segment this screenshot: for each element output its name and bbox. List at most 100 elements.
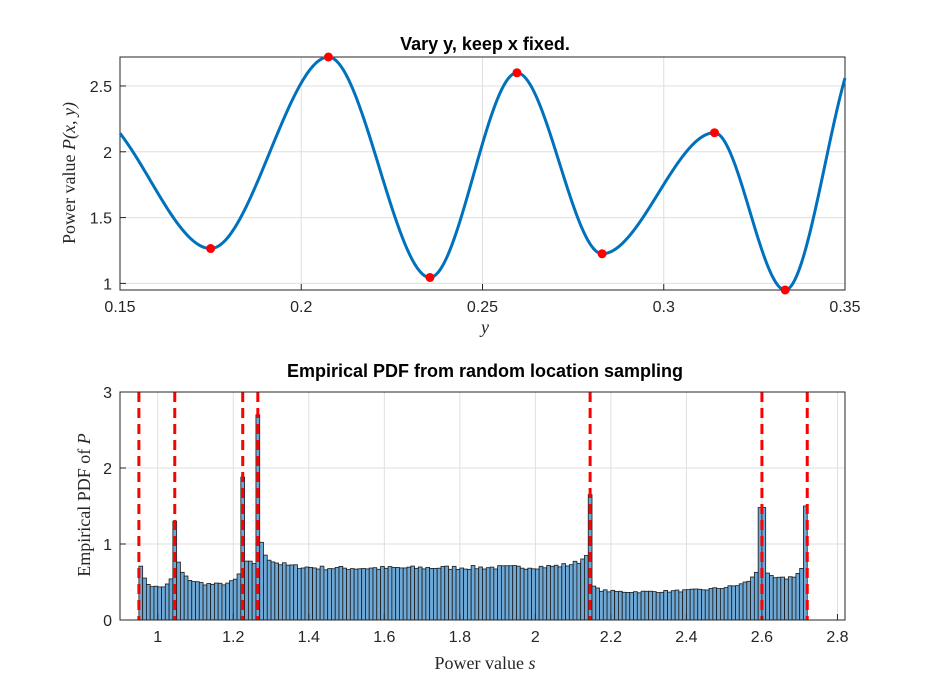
histogram-bars — [138, 414, 808, 621]
histogram-bar — [670, 590, 676, 621]
histogram-bar — [572, 560, 578, 621]
histogram-bar — [735, 585, 740, 621]
histogram-bar — [304, 566, 310, 621]
histogram-bar — [629, 592, 634, 621]
bottom-x-tick-label: 2.8 — [826, 629, 848, 646]
histogram-bar — [406, 566, 412, 621]
histogram-bar — [769, 575, 774, 621]
histogram-bar — [799, 568, 804, 621]
bottom-x-tick-label: 2.6 — [751, 629, 773, 646]
histogram-bar — [372, 567, 378, 621]
histogram-bar — [149, 586, 155, 621]
histogram-bar — [357, 568, 363, 621]
histogram-bar — [247, 560, 253, 621]
histogram-bar — [776, 576, 782, 621]
histogram-bar — [765, 572, 770, 621]
histogram-bar — [697, 588, 702, 621]
histogram-bar — [708, 588, 714, 621]
histogram-bar — [346, 569, 351, 621]
bottom-y-tick-label: 1 — [103, 537, 112, 554]
histogram-bar — [485, 567, 491, 621]
histogram-bar — [644, 590, 650, 621]
histogram-bar — [202, 584, 208, 621]
bottom-plot-x-label-text: Power value — [435, 653, 529, 673]
histogram-bar — [625, 592, 631, 621]
histogram-bar — [463, 568, 468, 621]
histogram-bar — [195, 581, 200, 621]
histogram-bar — [274, 562, 279, 621]
histogram-bar — [399, 567, 404, 621]
histogram-bar — [387, 566, 393, 621]
histogram-bar — [361, 568, 366, 621]
histogram-bar — [595, 587, 600, 621]
histogram-bar — [482, 568, 487, 621]
histogram-bar — [795, 573, 801, 621]
histogram-bar — [784, 578, 789, 621]
histogram-bar — [229, 580, 234, 621]
bottom-plot-x-ticks: 1 1.2 1.4 1.6 1.8 2 2.2 2.4 2.6 2.8 — [153, 614, 849, 646]
histogram-bar — [417, 566, 423, 621]
histogram-bar — [576, 562, 582, 621]
histogram-bar — [263, 554, 268, 621]
histogram-bar — [614, 591, 619, 621]
bottom-y-tick-label: 3 — [103, 385, 112, 402]
histogram-bar — [538, 565, 544, 621]
histogram-bar — [474, 568, 480, 621]
histogram-bar — [293, 564, 298, 621]
histogram-bar — [300, 567, 306, 621]
histogram-bar — [410, 565, 415, 621]
histogram-bar — [693, 588, 699, 621]
histogram-bar — [716, 588, 721, 621]
top-x-tick-label: 0.3 — [653, 299, 675, 316]
histogram-bar — [534, 568, 540, 621]
histogram-bar — [727, 585, 733, 621]
histogram-bar — [289, 564, 295, 621]
histogram-bar — [701, 589, 706, 621]
histogram-bar — [221, 584, 227, 621]
histogram-bar — [319, 565, 325, 621]
histogram-bar — [663, 589, 668, 621]
histogram-bar — [542, 567, 548, 621]
histogram-bar — [334, 567, 340, 621]
histogram-bar — [395, 567, 400, 621]
bottom-plot-axes-box — [119, 391, 846, 621]
top-plot-title: Vary y, keep x fixed. — [400, 34, 570, 54]
extremum-marker — [512, 68, 522, 78]
histogram-bar — [750, 576, 755, 621]
bottom-plot-y-label-math: P — [74, 433, 94, 445]
histogram-bar — [176, 561, 181, 621]
histogram-bar — [633, 591, 638, 621]
histogram-bar — [191, 581, 196, 621]
histogram-bar — [236, 573, 242, 621]
bottom-plot-y-label: Empirical PDF of P — [74, 433, 94, 577]
top-y-tick-label: 1 — [103, 276, 112, 293]
histogram-bar — [270, 561, 276, 621]
bottom-histogram-plot: Empirical PDF from random location sampl… — [74, 361, 849, 673]
histogram-bar — [738, 583, 744, 621]
top-plot-y-label-math: P(x, y) — [59, 102, 80, 151]
histogram-bar — [210, 583, 215, 621]
histogram-bar — [489, 566, 495, 621]
histogram-bar — [621, 591, 627, 621]
histogram-bar — [527, 567, 532, 621]
histogram-bar — [429, 568, 434, 621]
histogram-bar — [723, 587, 729, 621]
bottom-x-tick-label: 1 — [153, 629, 162, 646]
histogram-bar — [686, 589, 691, 621]
top-plot-x-ticks: 0.15 0.2 0.25 0.3 0.35 — [104, 284, 861, 316]
histogram-bar — [497, 565, 502, 621]
histogram-bar — [787, 576, 793, 621]
histogram-bar — [742, 581, 748, 621]
extremum-marker — [780, 285, 790, 295]
histogram-bar — [440, 566, 446, 621]
top-x-tick-label: 0.35 — [829, 299, 860, 316]
histogram-bar — [523, 568, 529, 621]
histogram-bar — [421, 568, 427, 621]
histogram-bar — [312, 567, 317, 621]
histogram-bar — [164, 583, 170, 621]
top-plot-y-ticks: 1 1.5 2 2.5 — [90, 79, 126, 293]
histogram-bar — [546, 565, 551, 621]
bottom-x-tick-label: 1.4 — [298, 629, 320, 646]
extremum-marker — [425, 272, 435, 282]
